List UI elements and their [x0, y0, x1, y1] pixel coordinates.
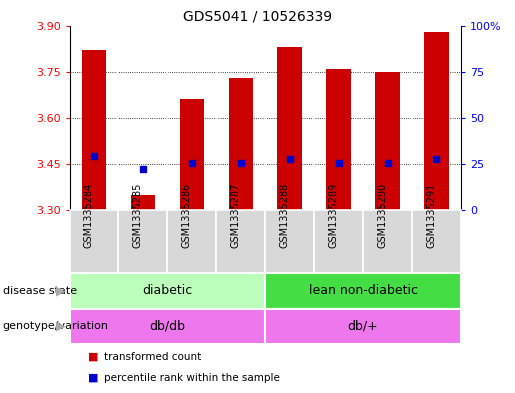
Text: disease state: disease state — [3, 286, 77, 296]
Bar — [118, 210, 167, 273]
Bar — [70, 210, 118, 273]
Bar — [375, 72, 400, 210]
Text: GSM1335290: GSM1335290 — [377, 183, 387, 248]
Text: GSM1335287: GSM1335287 — [231, 183, 241, 248]
Text: GSM1335286: GSM1335286 — [182, 183, 192, 248]
Text: genotype/variation: genotype/variation — [3, 321, 109, 331]
Bar — [424, 32, 449, 210]
Bar — [327, 69, 351, 210]
Bar — [363, 210, 412, 273]
Bar — [70, 309, 265, 344]
Bar — [229, 78, 253, 210]
Text: ▶: ▶ — [56, 320, 65, 333]
Bar — [70, 273, 265, 309]
Text: GSM1335291: GSM1335291 — [426, 183, 436, 248]
Text: db/+: db/+ — [348, 320, 379, 333]
Bar — [265, 309, 461, 344]
Text: lean non-diabetic: lean non-diabetic — [308, 284, 418, 298]
Text: ■: ■ — [88, 373, 98, 383]
Bar — [167, 210, 216, 273]
Text: percentile rank within the sample: percentile rank within the sample — [104, 373, 280, 383]
Bar — [265, 210, 314, 273]
Bar — [131, 195, 155, 210]
Text: diabetic: diabetic — [142, 284, 193, 298]
Bar — [216, 210, 265, 273]
Bar — [180, 99, 204, 210]
Bar — [265, 273, 461, 309]
Text: ▶: ▶ — [56, 284, 65, 298]
Text: GSM1335288: GSM1335288 — [280, 183, 289, 248]
Text: ■: ■ — [88, 352, 98, 362]
Text: GDS5041 / 10526339: GDS5041 / 10526339 — [183, 10, 332, 24]
Bar — [314, 210, 363, 273]
Text: transformed count: transformed count — [104, 352, 201, 362]
Bar — [278, 47, 302, 210]
Text: db/db: db/db — [149, 320, 185, 333]
Bar — [412, 210, 461, 273]
Text: GSM1335284: GSM1335284 — [84, 183, 94, 248]
Bar — [82, 50, 106, 210]
Text: GSM1335289: GSM1335289 — [329, 183, 339, 248]
Text: GSM1335285: GSM1335285 — [133, 183, 143, 248]
